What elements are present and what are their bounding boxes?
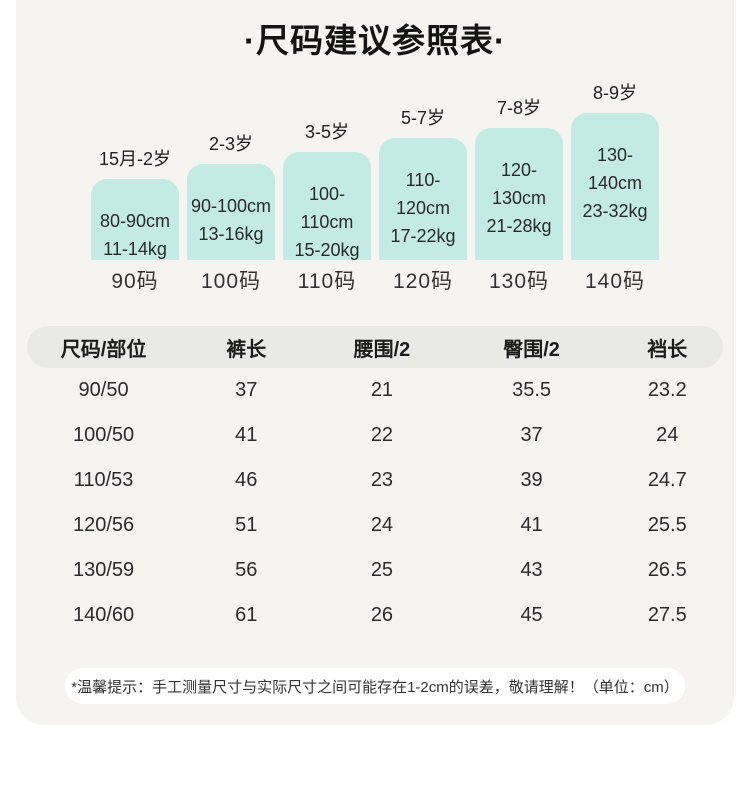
measurement-table: 尺码/部位 裤长 腰围/2 臀围/2 裆长 90/50 37 21 35.5 2… (27, 326, 723, 638)
weight-range: 17-22kg (390, 226, 456, 246)
size-column-140: 8-9岁 130-140cm 23-32kg 140码 (571, 83, 659, 294)
table-cell: 110/53 (73, 469, 134, 491)
table-cell: 37 (235, 379, 258, 401)
weight-range: 23-32kg (582, 201, 648, 221)
age-label: 5-7岁 (400, 108, 445, 128)
page-title: ·尺码建议参照表· (244, 22, 506, 59)
size-guide-card: ·尺码建议参照表· 15月-2岁 80-90cm 11-14kg 90码 2-3… (16, 0, 734, 725)
size-code-label: 90码 (111, 270, 159, 293)
table-cell: 24.7 (647, 469, 687, 491)
height-range: 130-140cm (587, 145, 643, 193)
table-cell: 56 (235, 559, 258, 581)
height-range: 120-130cm (491, 160, 547, 208)
table-cell: 45 (520, 604, 543, 626)
table-cell: 39 (520, 469, 543, 491)
size-bar: 100-110cm 15-20kg (283, 152, 371, 260)
header-cell-size: 尺码/部位 (60, 338, 147, 361)
height-range: 80-90cm (99, 211, 171, 231)
table-row: 130/59 56 25 43 26.5 (27, 548, 723, 593)
table-cell: 24 (656, 424, 679, 446)
table-cell: 26.5 (647, 559, 687, 581)
table-row: 120/56 51 24 41 25.5 (27, 503, 723, 548)
table-cell: 51 (235, 514, 258, 536)
table-row: 90/50 37 21 35.5 23.2 (27, 368, 723, 413)
age-label: 8-9岁 (592, 83, 637, 103)
table-cell: 22 (370, 424, 394, 446)
height-range: 100-110cm (300, 184, 354, 232)
size-bar-chart: 15月-2岁 80-90cm 11-14kg 90码 2-3岁 90-100cm… (16, 82, 734, 294)
weight-range: 15-20kg (294, 240, 360, 260)
table-cell: 23 (370, 469, 394, 491)
table-cell: 130/59 (72, 559, 135, 581)
size-bar: 120-130cm 21-28kg (475, 128, 563, 260)
size-code-label: 100码 (200, 270, 262, 293)
size-column-120: 5-7岁 110-120cm 17-22kg 120码 (379, 108, 467, 294)
size-bar: 110-120cm 17-22kg (379, 138, 467, 260)
size-code-label: 140码 (584, 270, 646, 293)
table-row: 140/60 61 26 45 27.5 (27, 593, 723, 638)
table-cell: 25.5 (647, 514, 687, 536)
age-label: 15月-2岁 (98, 149, 172, 169)
height-range: 110-120cm (395, 170, 451, 218)
table-cell: 21 (370, 379, 394, 401)
weight-range: 11-14kg (103, 239, 167, 259)
table-cell: 140/60 (72, 604, 135, 626)
size-column-130: 7-8岁 120-130cm 21-28kg 130码 (475, 98, 563, 294)
table-cell: 46 (235, 469, 258, 491)
table-cell: 23.2 (647, 379, 687, 401)
header-cell-waist: 腰围/2 (353, 338, 411, 361)
header-cell-crotch: 裆长 (647, 338, 688, 361)
age-label: 2-3岁 (208, 134, 253, 154)
age-label: 3-5岁 (304, 122, 349, 142)
size-column-110: 3-5岁 100-110cm 15-20kg 110码 (283, 122, 371, 294)
header-cell-hip: 臀围/2 (503, 338, 560, 361)
table-cell: 41 (520, 514, 543, 536)
table-cell: 43 (520, 559, 543, 581)
measurement-disclaimer-note: *温馨提示：手工测量尺寸与实际尺寸之间可能存在1-2cm的误差，敬请理解！（单位… (65, 668, 685, 704)
table-row: 100/50 41 22 37 24 (27, 413, 723, 458)
height-range: 90-100cm (190, 196, 272, 216)
size-code-label: 120码 (392, 270, 454, 293)
size-bar: 130-140cm 23-32kg (571, 113, 659, 260)
size-column-100: 2-3岁 90-100cm 13-16kg 100码 (187, 134, 275, 294)
size-column-90: 15月-2岁 80-90cm 11-14kg 90码 (91, 149, 179, 294)
size-code-label: 130码 (488, 270, 550, 293)
weight-range: 21-28kg (486, 216, 552, 236)
table-cell: 25 (370, 559, 394, 581)
table-cell: 100/50 (72, 424, 135, 446)
table-header-row: 尺码/部位 裤长 腰围/2 臀围/2 裆长 (27, 326, 723, 368)
table-cell: 24 (370, 514, 394, 536)
table-cell: 37 (520, 424, 543, 446)
age-label: 7-8岁 (496, 98, 541, 118)
table-cell: 120/56 (72, 514, 135, 536)
header-cell-pants-length: 裤长 (226, 338, 267, 361)
table-cell: 35.5 (512, 379, 552, 401)
table-cell: 61 (235, 604, 258, 626)
size-code-label: 110码 (297, 270, 357, 293)
table-row: 110/53 46 23 39 24.7 (27, 458, 723, 503)
table-cell: 26 (370, 604, 394, 626)
table-cell: 27.5 (647, 604, 687, 626)
size-bar: 90-100cm 13-16kg (187, 164, 275, 260)
size-bar: 80-90cm 11-14kg (91, 179, 179, 260)
table-cell: 41 (235, 424, 258, 446)
weight-range: 13-16kg (198, 224, 264, 244)
table-cell: 90/50 (78, 379, 129, 401)
